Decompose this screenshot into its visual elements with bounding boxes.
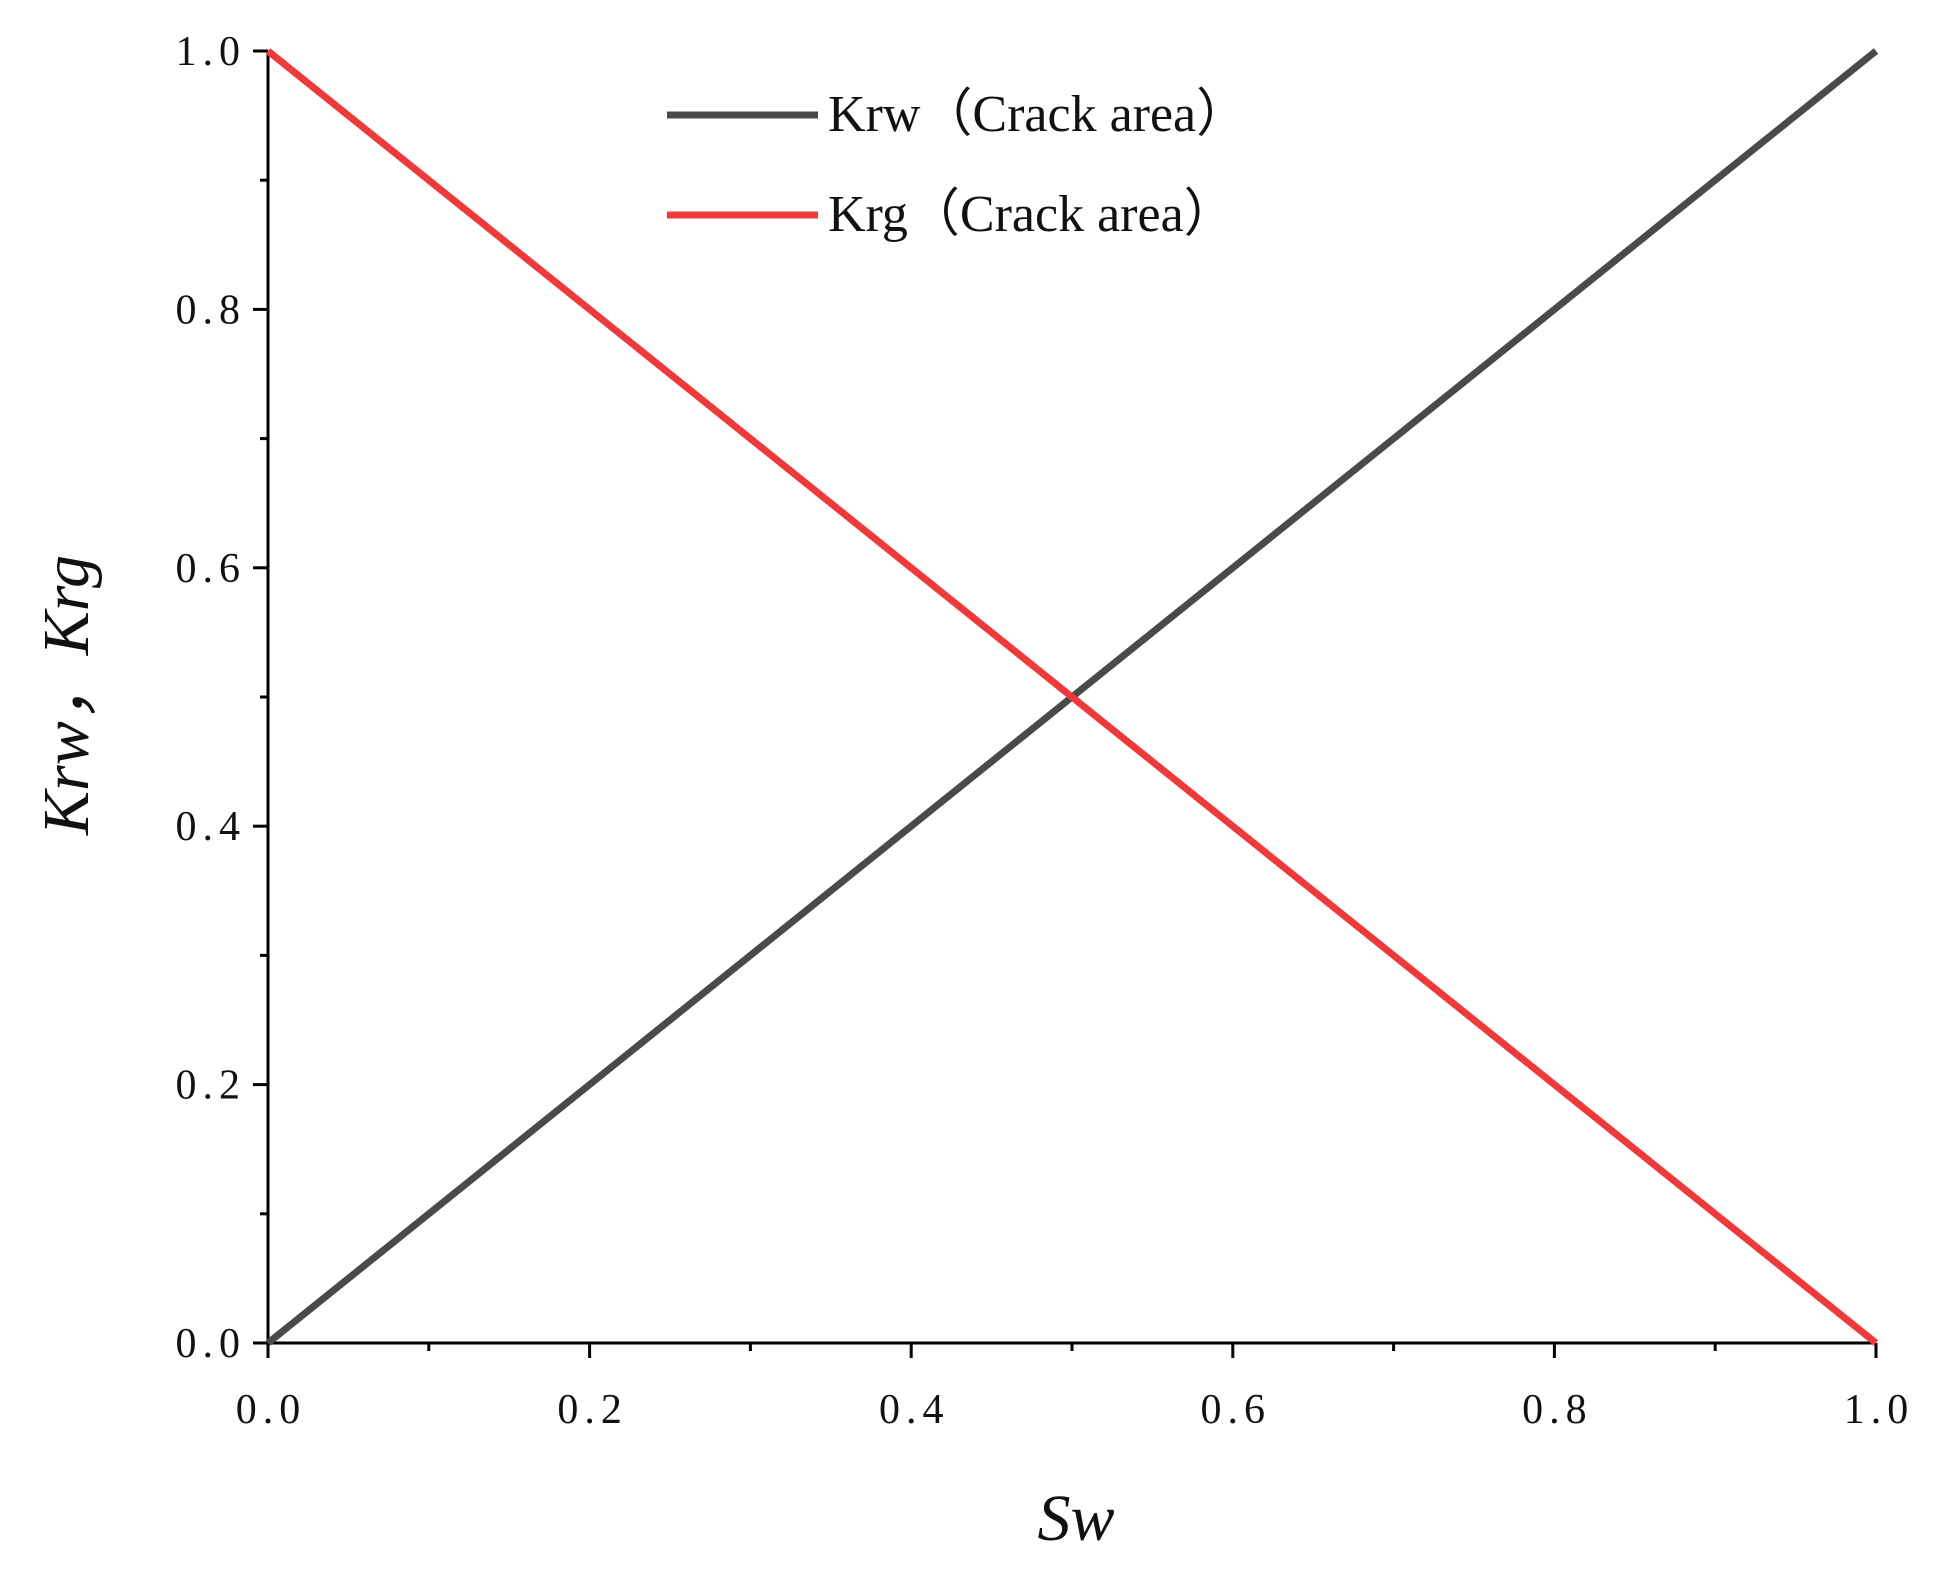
- y-axis-label: Krw，Krg: [30, 555, 103, 836]
- y-tick-label: 0.8: [176, 287, 247, 333]
- legend-label: Krg（Crack area）: [828, 186, 1236, 243]
- x-axis-label: Sw: [1037, 1482, 1114, 1555]
- y-tick-label: 0.2: [176, 1063, 247, 1109]
- x-tick-label: 0.2: [557, 1387, 628, 1433]
- x-tick-label: 0.4: [879, 1387, 950, 1433]
- y-tick-label: 1.0: [176, 29, 247, 75]
- x-tick-label: 1.0: [1844, 1387, 1915, 1433]
- y-tick-label: 0.0: [176, 1321, 247, 1367]
- x-tick-label: 0.0: [236, 1387, 307, 1433]
- x-tick-label: 0.6: [1201, 1387, 1272, 1433]
- y-tick-label: 0.6: [176, 546, 247, 592]
- y-tick-label: 0.4: [176, 804, 247, 850]
- legend-label: Krw（Crack area）: [828, 86, 1248, 143]
- x-tick-label: 0.8: [1522, 1387, 1593, 1433]
- series-line: [265, 48, 1879, 1346]
